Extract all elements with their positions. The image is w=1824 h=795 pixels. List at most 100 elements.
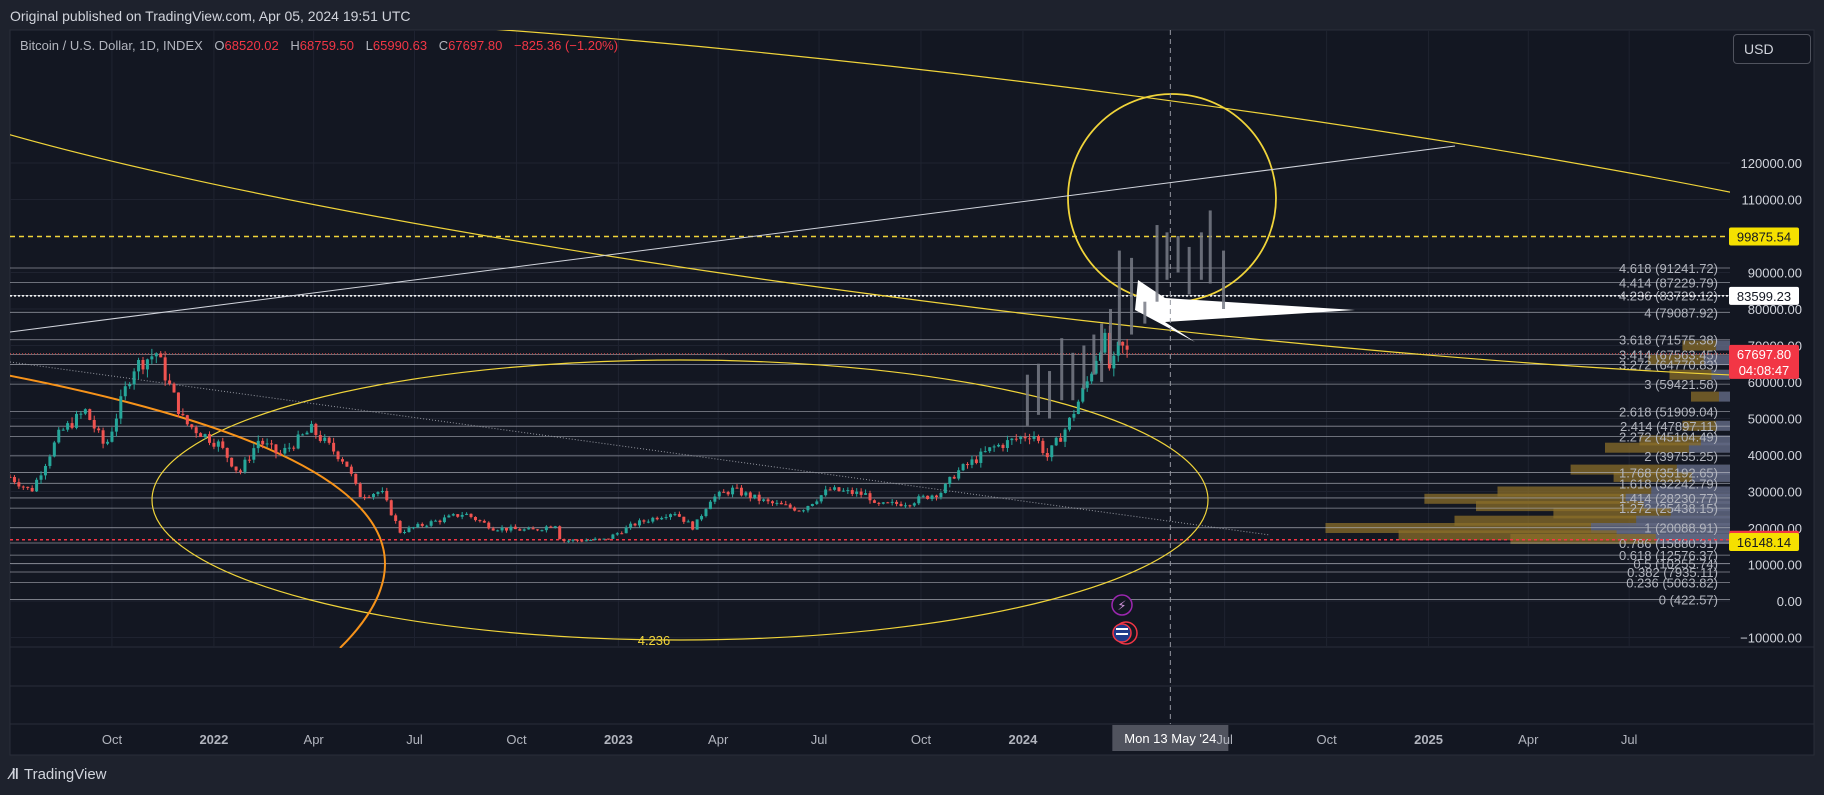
fib-label: 2.618 (51909.04) bbox=[1619, 405, 1718, 420]
candle-body bbox=[172, 383, 176, 393]
candle-body bbox=[753, 494, 757, 499]
price-badge-label: 67697.80 bbox=[1737, 347, 1791, 362]
candle-body bbox=[292, 447, 296, 449]
candle-body bbox=[411, 527, 415, 529]
candle-body bbox=[43, 465, 47, 476]
currency-button[interactable]: USD bbox=[1733, 34, 1811, 64]
candle-body bbox=[52, 442, 56, 457]
y-tick-label: 50000.00 bbox=[1748, 412, 1802, 427]
candle-body bbox=[615, 533, 619, 535]
candle-body bbox=[646, 521, 650, 523]
y-tick-label: 110000.00 bbox=[1742, 193, 1803, 208]
candle-body bbox=[624, 527, 628, 534]
candle-body bbox=[287, 447, 291, 449]
volume-bar-value-area bbox=[1688, 442, 1730, 453]
y-tick-label: 40000.00 bbox=[1748, 448, 1802, 463]
projection-bar bbox=[1222, 250, 1226, 309]
candle-body bbox=[79, 413, 83, 415]
candle-body bbox=[575, 539, 579, 541]
candle-body bbox=[748, 492, 752, 499]
x-tick-label: Jul bbox=[1621, 732, 1638, 747]
price-badge bbox=[1729, 286, 1799, 305]
candle-body bbox=[482, 520, 486, 523]
volume-bar-value-area bbox=[1703, 355, 1730, 366]
candle-body bbox=[979, 451, 983, 463]
projection-bar bbox=[1048, 371, 1052, 419]
lower-ellipse bbox=[151, 359, 1209, 641]
candle-body bbox=[70, 423, 74, 428]
candle-body bbox=[380, 490, 384, 493]
candle-body bbox=[602, 538, 606, 540]
candle-body bbox=[850, 490, 854, 494]
candle-body bbox=[30, 487, 34, 492]
fib-label: 4.618 (91241.72) bbox=[1619, 261, 1718, 276]
candle-body bbox=[83, 409, 87, 414]
close-label: C bbox=[438, 38, 449, 53]
candle-body bbox=[265, 443, 269, 445]
price-badge bbox=[1729, 344, 1799, 379]
candle-body bbox=[504, 527, 508, 531]
candle-body bbox=[305, 432, 309, 435]
candle-body bbox=[819, 495, 823, 502]
x-tick-label: Jul bbox=[406, 732, 423, 747]
crosshair: Mon 13 May '24 bbox=[1112, 30, 1229, 751]
candle-body bbox=[757, 494, 761, 501]
volume-bar bbox=[1553, 508, 1730, 519]
tradingview-brand[interactable]: ⁄‖ TradingView bbox=[10, 766, 107, 783]
projection-bar bbox=[1165, 232, 1169, 280]
candle-body bbox=[447, 515, 451, 518]
candle-body bbox=[199, 433, 203, 438]
candle-body bbox=[407, 527, 411, 533]
candle-body bbox=[518, 529, 522, 531]
candle-body bbox=[540, 530, 544, 532]
candle-body bbox=[992, 446, 996, 448]
open-value: 68520.02 bbox=[224, 38, 279, 53]
candle-body bbox=[988, 447, 992, 452]
candle-body bbox=[544, 526, 548, 531]
candle-body bbox=[358, 483, 362, 498]
candle-body bbox=[677, 514, 681, 517]
candle-body bbox=[1085, 381, 1089, 388]
open-label: O bbox=[214, 38, 225, 53]
candle-body bbox=[403, 532, 407, 534]
candle-body bbox=[48, 456, 52, 466]
candle-body bbox=[434, 520, 438, 522]
candle-body bbox=[695, 519, 699, 530]
candle-body bbox=[332, 442, 336, 452]
volume-bar bbox=[1510, 533, 1730, 544]
x-tick-label: Apr bbox=[708, 732, 729, 747]
fib-label: 0.382 (7935.11) bbox=[1627, 565, 1718, 580]
candle-body bbox=[642, 520, 646, 522]
candle-body bbox=[620, 533, 624, 535]
candle-body bbox=[212, 442, 216, 447]
candle-body bbox=[1067, 417, 1071, 430]
fib-label: 1.414 (28230.77) bbox=[1619, 491, 1718, 506]
candle-body bbox=[92, 419, 96, 429]
candle-body bbox=[340, 459, 344, 462]
price-badges: 99875.5483599.2367697.8004:08:4716785.16… bbox=[1729, 227, 1799, 552]
candle-body bbox=[230, 457, 234, 467]
candle-body bbox=[584, 540, 588, 542]
y-axis: 120000.00110000.0090000.0080000.0070000.… bbox=[1740, 156, 1802, 646]
candle-body bbox=[606, 538, 610, 540]
projection-bar bbox=[1108, 309, 1112, 364]
candle-body bbox=[1045, 453, 1049, 458]
candle-body bbox=[611, 534, 615, 539]
candle-body bbox=[1125, 345, 1129, 350]
volume-bar-value-area bbox=[1636, 515, 1730, 526]
candle-body bbox=[1032, 436, 1036, 439]
candle-body bbox=[114, 418, 118, 432]
candle-body bbox=[163, 357, 167, 381]
candle-body bbox=[739, 487, 743, 496]
symbol-title[interactable]: Bitcoin / U.S. Dollar, 1D, INDEX bbox=[20, 38, 203, 53]
fib-label: 2.272 (45104.49) bbox=[1619, 429, 1718, 444]
chart-panel[interactable] bbox=[10, 30, 1814, 755]
candle-body bbox=[872, 500, 876, 503]
candle-body bbox=[926, 495, 930, 500]
y-tick-label: 90000.00 bbox=[1748, 266, 1802, 281]
candle-body bbox=[1072, 413, 1076, 418]
candle-body bbox=[841, 490, 845, 492]
candle-body bbox=[651, 517, 655, 522]
candle-body bbox=[487, 522, 491, 529]
